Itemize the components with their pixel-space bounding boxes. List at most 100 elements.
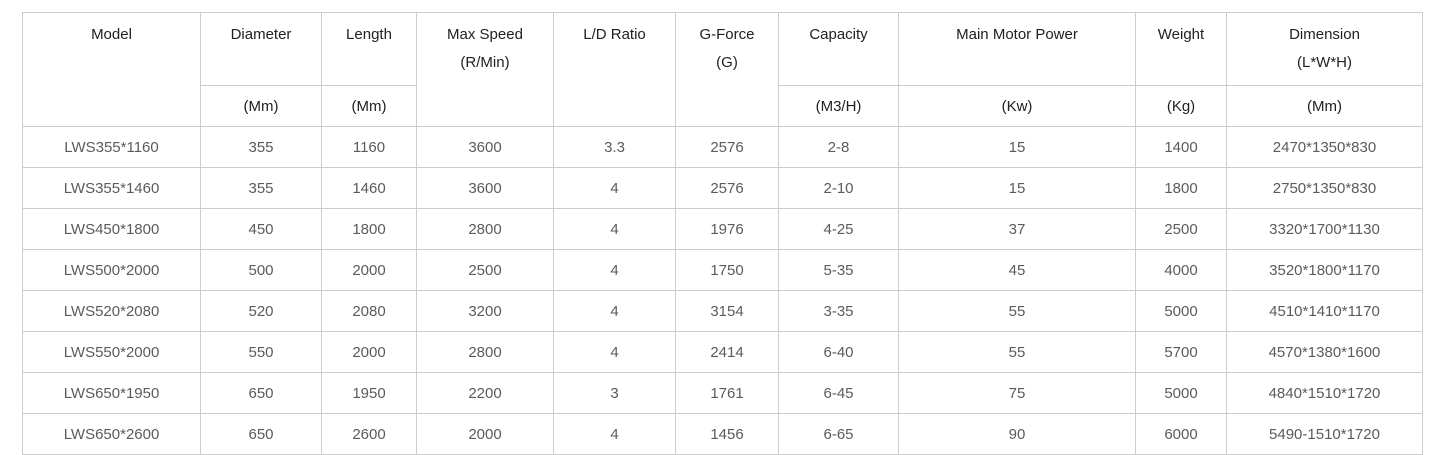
col-header-capacity: Capacity <box>778 12 899 86</box>
table-row: LWS520*2080 520 2080 3200 4 3154 3-35 55 5000 451… <box>22 290 1423 332</box>
table-cell: 550 <box>200 331 322 373</box>
table-cell: 6-45 <box>778 372 899 414</box>
col-header-dimension-line2: (L*W*H) <box>1297 54 1352 71</box>
table-cell: 3520*1800*1170 <box>1226 249 1423 291</box>
model-cell: LWS450*1800 <box>22 208 201 250</box>
table-cell: 355 <box>200 126 322 168</box>
table-cell: 4510*1410*1170 <box>1226 290 1423 332</box>
table-cell: 520 <box>200 290 322 332</box>
table-cell: 2500 <box>416 249 554 291</box>
table-cell: 5700 <box>1135 331 1227 373</box>
table-cell: 4 <box>553 413 676 455</box>
unit-diameter: (Mm) <box>200 85 322 127</box>
table-cell: 650 <box>200 413 322 455</box>
table-cell: 6-65 <box>778 413 899 455</box>
table-cell: 2000 <box>321 331 417 373</box>
table-cell: 4000 <box>1135 249 1227 291</box>
table-cell: 2470*1350*830 <box>1226 126 1423 168</box>
col-header-g-force-unit: (G) <box>716 54 738 71</box>
header-row-labels: Model Diameter Length Max Speed (R/Min) … <box>22 12 1423 127</box>
table-cell: 37 <box>898 208 1136 250</box>
table-cell: 1400 <box>1135 126 1227 168</box>
table-row: LWS650*2600 650 2600 2000 4 1456 6-65 90 6000 549… <box>22 413 1423 455</box>
table-cell: 75 <box>898 372 1136 414</box>
table-cell: 4570*1380*1600 <box>1226 331 1423 373</box>
table-cell: 5000 <box>1135 372 1227 414</box>
table-cell: 2800 <box>416 208 554 250</box>
col-header-g-force-line1: G-Force <box>699 26 755 43</box>
table-cell: 4 <box>553 249 676 291</box>
table-cell: 1761 <box>675 372 779 414</box>
table-cell: 4-25 <box>778 208 899 250</box>
spec-table: Model Diameter Length Max Speed (R/Min) … <box>22 12 1423 455</box>
col-header-weight: Weight <box>1135 12 1227 86</box>
unit-length: (Mm) <box>321 85 417 127</box>
col-header-max-speed-line1: Max Speed <box>447 26 523 43</box>
table-cell: 6000 <box>1135 413 1227 455</box>
table-cell: 3.3 <box>553 126 676 168</box>
col-header-diameter: Diameter <box>200 12 322 86</box>
table-cell: 4840*1510*1720 <box>1226 372 1423 414</box>
table-body: LWS355*1160 355 1160 3600 3.3 2576 2-8 15 1400 24… <box>22 126 1423 455</box>
col-header-max-speed: Max Speed (R/Min) <box>416 12 554 127</box>
model-cell: LWS520*2080 <box>22 290 201 332</box>
table-cell: 1160 <box>321 126 417 168</box>
table-cell: 650 <box>200 372 322 414</box>
table-cell: 2576 <box>675 167 779 209</box>
table-row: LWS650*1950 650 1950 2200 3 1761 6-45 75 5000 484… <box>22 372 1423 414</box>
table-cell: 2000 <box>321 249 417 291</box>
table-cell: 15 <box>898 126 1136 168</box>
table-row: LWS450*1800 450 1800 2800 4 1976 4-25 37 2500 332… <box>22 208 1423 250</box>
table-cell: 4 <box>553 290 676 332</box>
col-header-ld-ratio: L/D Ratio <box>553 12 676 127</box>
table-cell: 45 <box>898 249 1136 291</box>
model-cell: LWS650*2600 <box>22 413 201 455</box>
table-cell: 1800 <box>1135 167 1227 209</box>
table-cell: 4 <box>553 167 676 209</box>
unit-main-motor-power: (Kw) <box>898 85 1136 127</box>
unit-weight: (Kg) <box>1135 85 1227 127</box>
table-cell: 1800 <box>321 208 417 250</box>
model-cell: LWS650*1950 <box>22 372 201 414</box>
model-cell: LWS500*2000 <box>22 249 201 291</box>
table-cell: 3200 <box>416 290 554 332</box>
col-header-max-speed-unit: (R/Min) <box>460 54 510 71</box>
table-cell: 500 <box>200 249 322 291</box>
table-cell: 1976 <box>675 208 779 250</box>
table-cell: 3600 <box>416 126 554 168</box>
table-cell: 2750*1350*830 <box>1226 167 1423 209</box>
model-cell: LWS550*2000 <box>22 331 201 373</box>
table-cell: 4 <box>553 208 676 250</box>
table-cell: 1460 <box>321 167 417 209</box>
table-header: Model Diameter Length Max Speed (R/Min) … <box>22 12 1423 127</box>
table-cell: 55 <box>898 290 1136 332</box>
table-cell: 2576 <box>675 126 779 168</box>
table-cell: 3-35 <box>778 290 899 332</box>
table-cell: 450 <box>200 208 322 250</box>
table-cell: 2000 <box>416 413 554 455</box>
table-cell: 2414 <box>675 331 779 373</box>
table-cell: 2080 <box>321 290 417 332</box>
unit-dimension: (Mm) <box>1226 85 1423 127</box>
table-cell: 3320*1700*1130 <box>1226 208 1423 250</box>
table-cell: 5000 <box>1135 290 1227 332</box>
table-cell: 3 <box>553 372 676 414</box>
table-cell: 355 <box>200 167 322 209</box>
table-cell: 55 <box>898 331 1136 373</box>
table-cell: 2200 <box>416 372 554 414</box>
table-cell: 90 <box>898 413 1136 455</box>
table-cell: 5490-1510*1720 <box>1226 413 1423 455</box>
table-cell: 3600 <box>416 167 554 209</box>
col-header-dimension: Dimension (L*W*H) <box>1226 12 1423 86</box>
table-cell: 1950 <box>321 372 417 414</box>
table-row: LWS500*2000 500 2000 2500 4 1750 5-35 45 4000 352… <box>22 249 1423 291</box>
table-cell: 2-8 <box>778 126 899 168</box>
table-cell: 2500 <box>1135 208 1227 250</box>
header-row-units: (Mm) (Mm) (M3/H) (Kw) (Kg) (Mm) <box>23 85 1423 127</box>
table-cell: 3154 <box>675 290 779 332</box>
table-cell: 5-35 <box>778 249 899 291</box>
table-cell: 15 <box>898 167 1136 209</box>
table-cell: 2-10 <box>778 167 899 209</box>
table-cell: 1750 <box>675 249 779 291</box>
table-cell: 2800 <box>416 331 554 373</box>
